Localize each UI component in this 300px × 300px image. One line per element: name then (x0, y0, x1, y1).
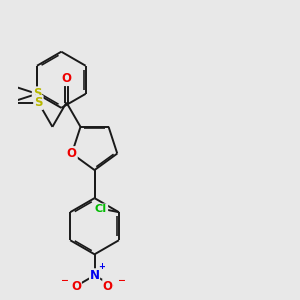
Text: −: − (118, 276, 126, 285)
Text: S: S (33, 87, 41, 100)
Text: O: O (103, 280, 113, 292)
Text: −: − (61, 276, 69, 285)
Text: Cl: Cl (95, 204, 107, 214)
Text: +: + (98, 262, 105, 271)
Text: N: N (89, 269, 100, 282)
Text: O: O (61, 72, 71, 85)
Text: O: O (67, 147, 77, 160)
Text: S: S (34, 96, 43, 109)
Text: O: O (71, 280, 81, 292)
